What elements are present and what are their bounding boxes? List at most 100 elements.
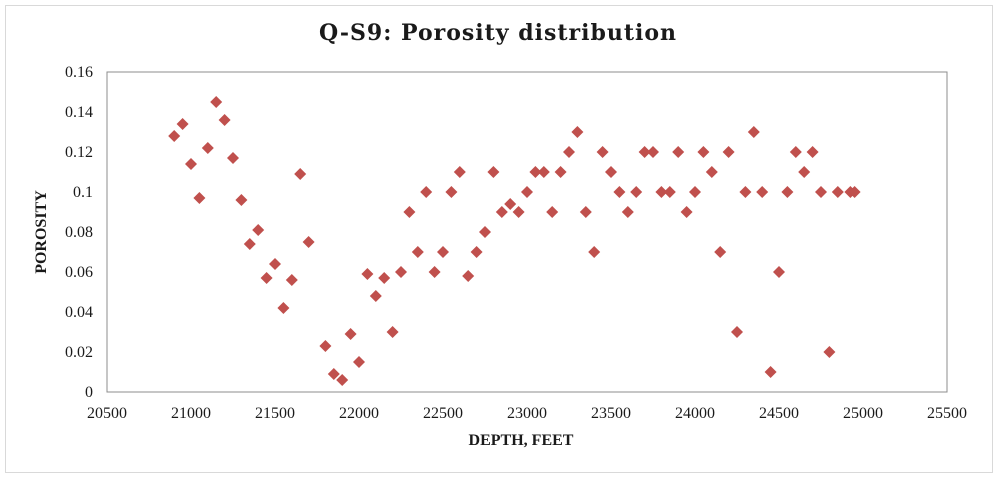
y-axis-label: POROSITY [33, 190, 50, 274]
data-point [537, 166, 550, 178]
data-point [529, 166, 542, 178]
data-point [697, 146, 710, 158]
data-point [848, 186, 861, 198]
data-point [588, 246, 601, 258]
data-point [546, 206, 559, 218]
data-point [168, 130, 181, 142]
data-point [445, 186, 458, 198]
y-tick-label: 0.06 [65, 264, 93, 281]
data-point [823, 346, 836, 358]
data-point [285, 274, 298, 286]
data-point [613, 186, 626, 198]
data-point [621, 206, 634, 218]
data-point [504, 198, 517, 210]
x-axis-label: DEPTH, FEET [469, 432, 574, 449]
data-point [428, 266, 441, 278]
data-point [815, 186, 827, 198]
data-point [227, 152, 239, 164]
x-tick-label: 25500 [927, 405, 967, 422]
x-tick-label: 22000 [339, 405, 379, 422]
data-point [781, 186, 794, 198]
x-axis-ticks: 20500 21000 21500 22000 22500 23000 23500 24000… [87, 405, 967, 422]
data-point [252, 224, 265, 236]
data-point [336, 374, 349, 386]
y-tick-label: 0.08 [65, 224, 93, 241]
y-tick-label: 0 [85, 384, 93, 401]
chart-frame [5, 5, 993, 473]
y-tick-label: 0.1 [73, 184, 93, 201]
y-tick-label: 0.04 [65, 304, 93, 321]
data-point [831, 186, 844, 198]
data-point [663, 186, 676, 198]
data-point [344, 328, 357, 340]
data-point [378, 272, 391, 284]
data-point [789, 146, 802, 158]
data-point [386, 326, 399, 338]
data-point [747, 126, 760, 138]
y-axis-ticks: 0 0.02 0.04 0.06 0.08 0.1 0.12 0.14 0.16 [65, 64, 93, 401]
data-point [571, 126, 584, 138]
data-point [218, 114, 231, 126]
data-point [353, 356, 365, 368]
data-point [420, 186, 433, 198]
data-point [798, 166, 811, 178]
data-point [479, 226, 491, 238]
data-point [596, 146, 609, 158]
data-point [260, 272, 273, 284]
x-tick-label: 21500 [255, 405, 295, 422]
data-point [554, 166, 567, 178]
data-point [680, 206, 693, 218]
data-point [731, 326, 743, 338]
x-tick-label: 22500 [423, 405, 463, 422]
data-point [327, 368, 340, 380]
data-point [453, 166, 466, 178]
data-point [638, 146, 651, 158]
y-tick-label: 0.12 [65, 144, 93, 161]
data-point [395, 266, 407, 278]
data-point [294, 168, 307, 180]
data-point [521, 186, 533, 198]
data-point [487, 166, 500, 178]
data-point [672, 146, 685, 158]
data-point [201, 142, 214, 154]
data-points [168, 96, 861, 386]
data-point [462, 270, 475, 282]
data-point [176, 118, 189, 130]
data-point [470, 246, 483, 258]
data-point [806, 146, 819, 158]
x-tick-label: 23000 [507, 405, 547, 422]
x-tick-label: 21000 [171, 405, 211, 422]
data-point [369, 290, 382, 302]
data-point [319, 340, 332, 352]
data-point [411, 246, 424, 258]
data-point [243, 238, 256, 250]
data-point [235, 194, 248, 206]
plot-area [106, 71, 948, 393]
data-point [361, 268, 374, 280]
data-point [714, 246, 727, 258]
data-point [210, 96, 223, 108]
x-tick-label: 25000 [843, 405, 883, 422]
data-point [579, 206, 592, 218]
data-point [403, 206, 416, 218]
data-point [655, 186, 668, 198]
data-point [512, 206, 525, 218]
data-point [689, 186, 701, 198]
data-point [605, 166, 617, 178]
data-point [269, 258, 281, 270]
data-point [563, 146, 575, 158]
chart-title: Q-S9: Porosity distribution [319, 20, 677, 46]
data-point [193, 192, 206, 204]
data-point [647, 146, 659, 158]
data-point [764, 366, 777, 378]
y-tick-label: 0.14 [65, 104, 93, 121]
x-tick-label: 24500 [759, 405, 799, 422]
data-point [756, 186, 769, 198]
data-point [630, 186, 643, 198]
data-point [773, 266, 785, 278]
data-point [722, 146, 735, 158]
data-point [437, 246, 449, 258]
data-point [739, 186, 752, 198]
x-tick-label: 23500 [591, 405, 631, 422]
